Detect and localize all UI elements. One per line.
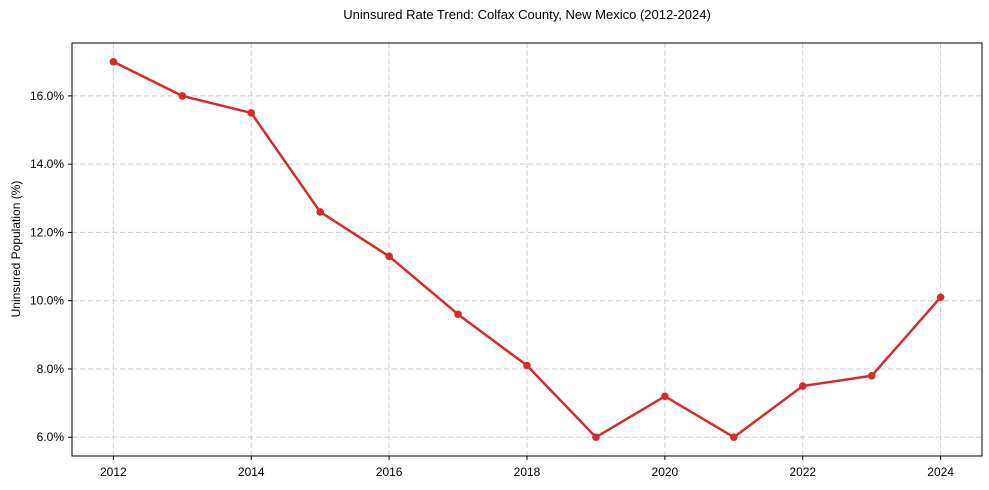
data-point [661,392,669,401]
y-tick-label: 10.0% [30,294,64,308]
axes-frame [71,42,983,457]
data-point [592,433,600,442]
data-point [247,109,256,117]
x-tick-label: 2024 [927,465,954,479]
x-tick-label: 2012 [100,465,127,479]
data-point [523,361,531,370]
data-point [454,310,462,319]
x-tick-label: 2022 [789,465,816,479]
data-point [316,208,324,216]
data-point [867,371,876,380]
y-tick-label: 12.0% [30,225,64,239]
x-tick-label: 2018 [514,465,541,479]
data-point [730,433,738,442]
data-point [798,382,807,390]
y-tick-label: 16.0% [30,89,64,103]
x-tick-label: 2016 [376,465,403,479]
data-point [385,252,393,261]
y-tick-label: 6.0% [37,430,65,444]
data-point [936,293,945,302]
data-point [109,57,118,66]
chart-title: Uninsured Rate Trend: Colfax County, New… [343,7,711,22]
data-point [178,92,187,100]
x-tick-label: 2020 [652,465,679,479]
y-tick-label: 8.0% [37,362,65,376]
y-tick-label: 14.0% [30,157,64,171]
x-tick-label: 2014 [238,465,265,479]
